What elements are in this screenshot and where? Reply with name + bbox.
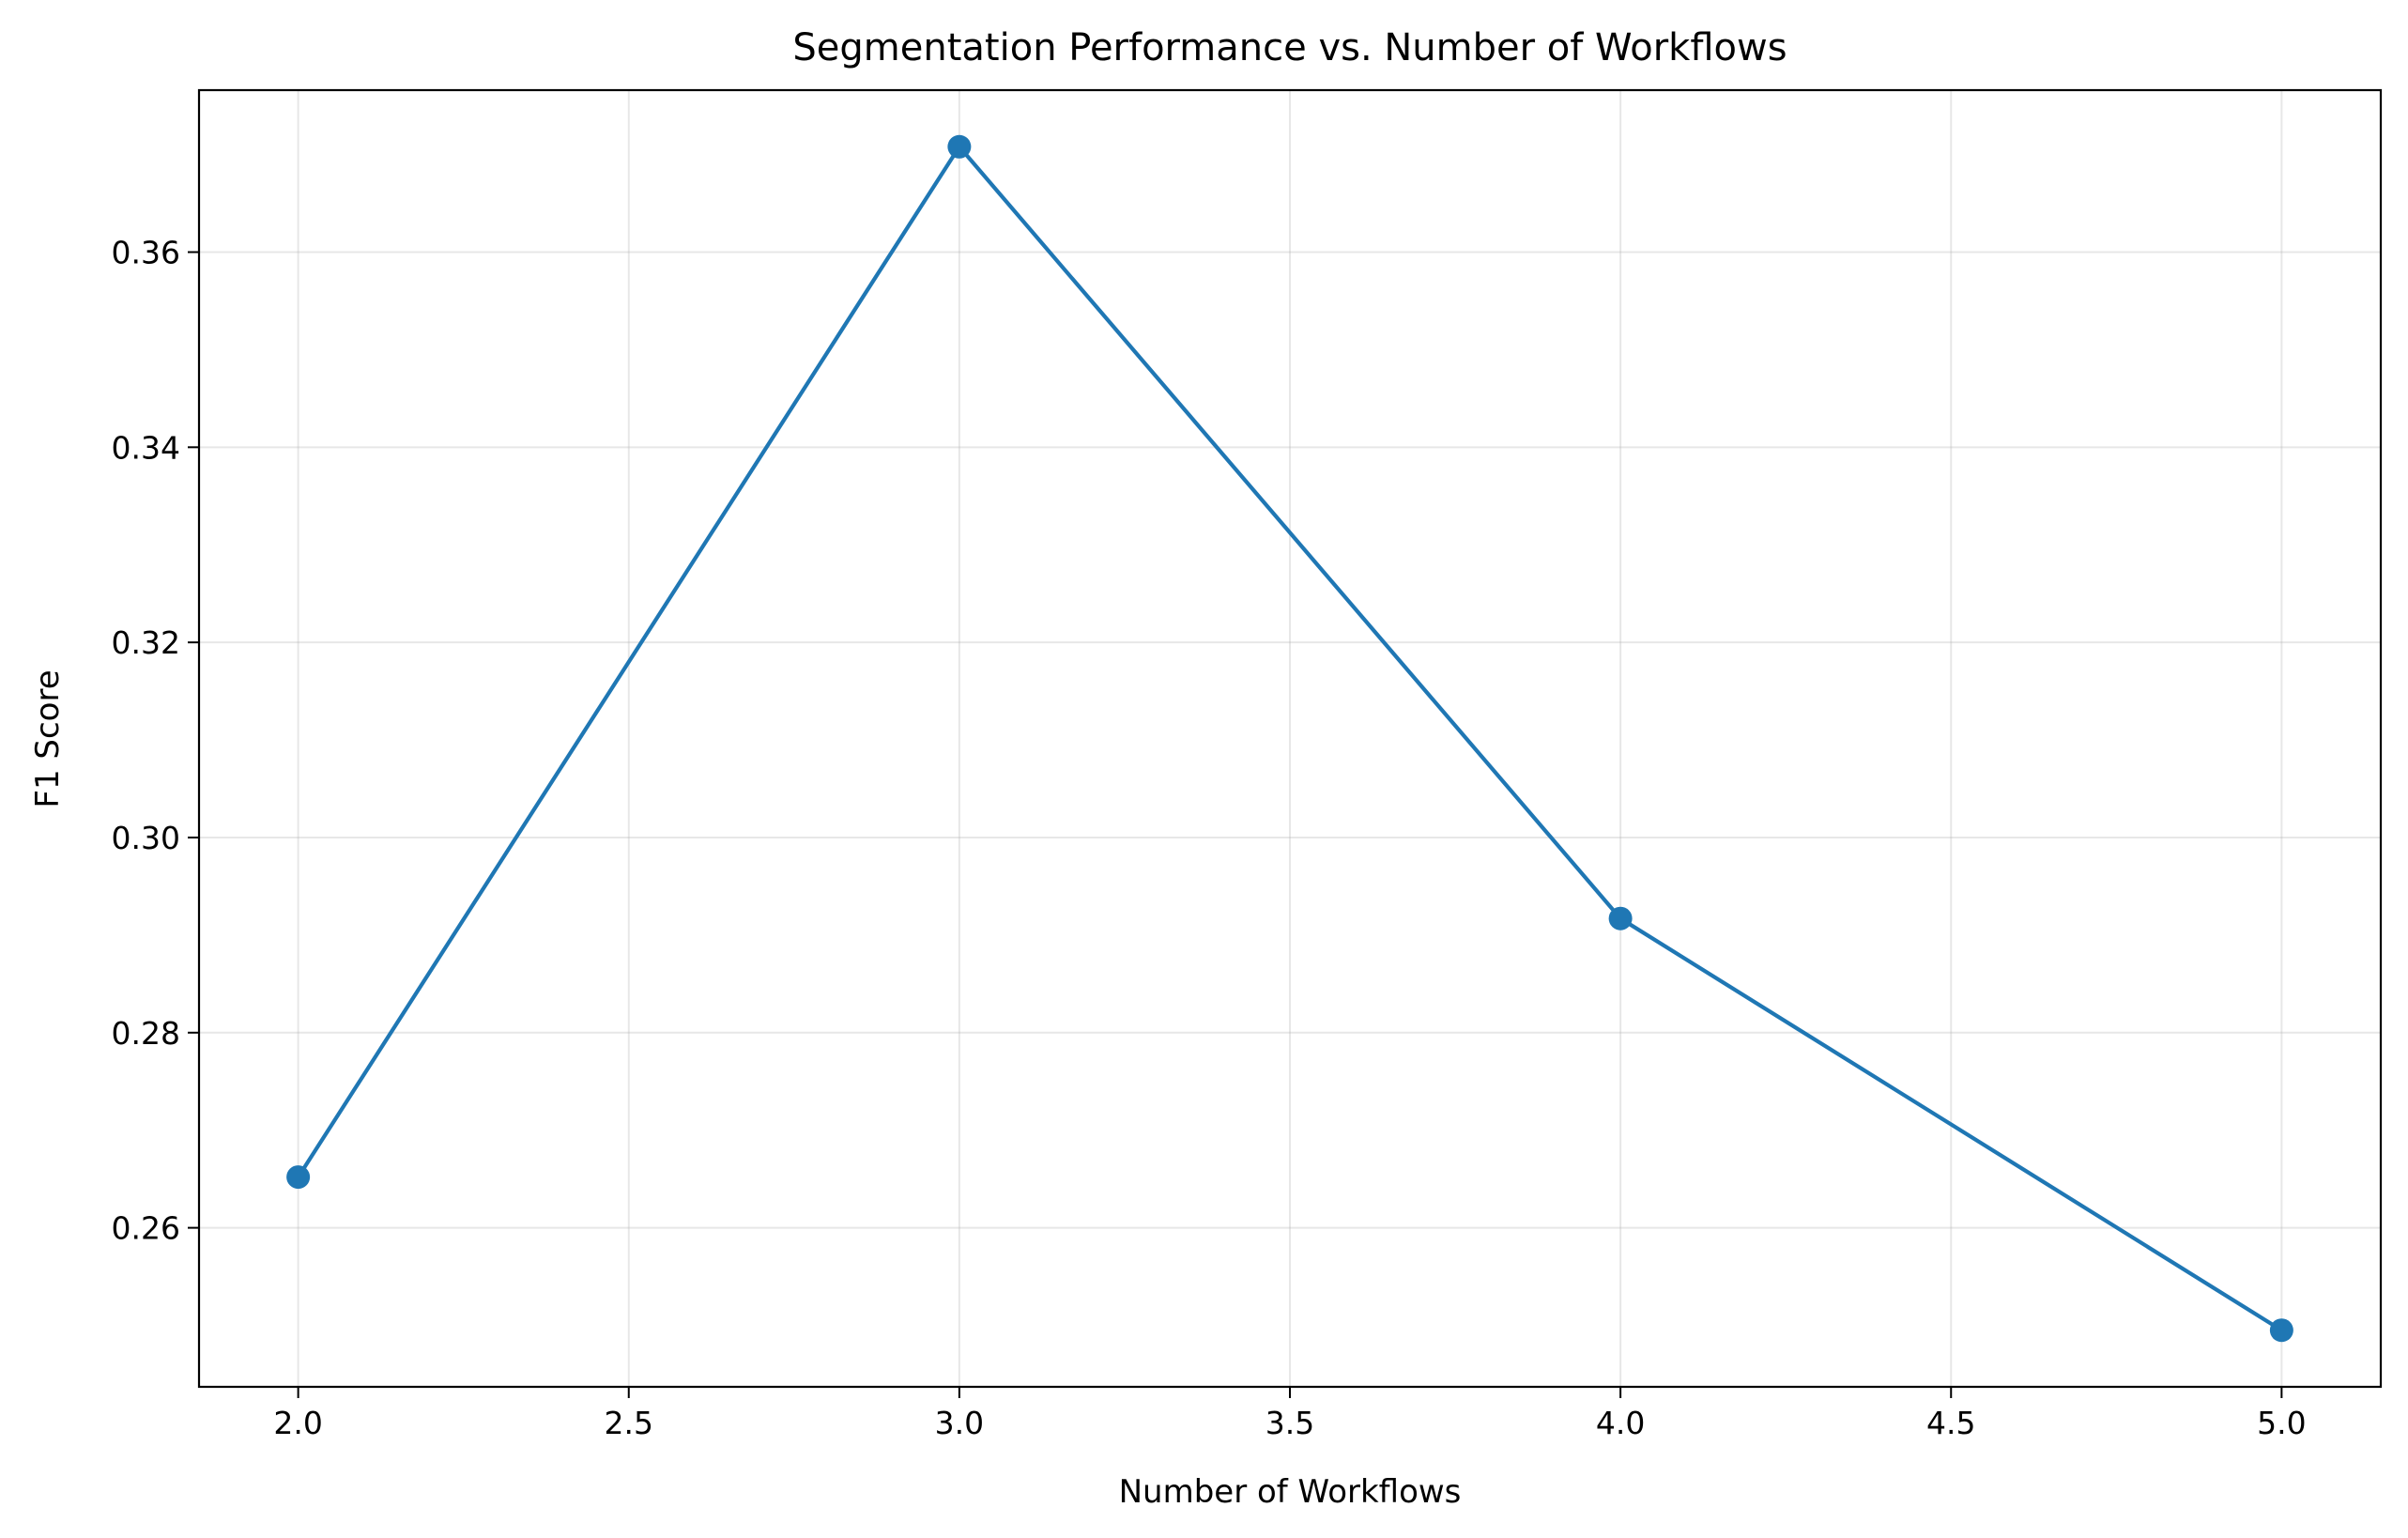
data-point <box>1608 906 1633 930</box>
y-axis: 0.26 0.28 0.30 0.32 0.34 0.36 <box>112 234 199 1247</box>
y-tick-label: 0.28 <box>112 1015 180 1052</box>
data-point <box>2269 1318 2293 1343</box>
x-axis-title: Number of Workflows <box>1119 1473 1462 1511</box>
x-tick-label: 3.0 <box>935 1405 984 1441</box>
x-tick-label: 4.5 <box>1926 1405 1975 1441</box>
data-point <box>947 134 972 159</box>
y-axis-title: F1 Score <box>29 669 67 807</box>
y-tick-label: 0.34 <box>112 429 180 466</box>
y-tick-label: 0.36 <box>112 234 180 270</box>
x-tick-label: 2.5 <box>605 1405 653 1441</box>
y-tick-label: 0.32 <box>112 624 180 661</box>
y-tick-label: 0.26 <box>112 1210 180 1247</box>
x-tick-label: 3.5 <box>1265 1405 1314 1441</box>
chart-title: Segmentation Performance vs. Number of W… <box>792 26 1787 69</box>
series-layer <box>286 134 2293 1343</box>
y-tick-label: 0.30 <box>112 820 180 856</box>
series-line <box>295 145 2285 1333</box>
x-axis: 2.0 2.5 3.0 3.5 4.0 4.5 5.0 <box>273 1387 2307 1441</box>
x-tick-label: 5.0 <box>2257 1405 2306 1441</box>
data-point <box>286 1165 311 1190</box>
x-tick-label: 4.0 <box>1596 1405 1645 1441</box>
x-tick-label: 2.0 <box>273 1405 322 1441</box>
grid <box>199 90 2381 1387</box>
